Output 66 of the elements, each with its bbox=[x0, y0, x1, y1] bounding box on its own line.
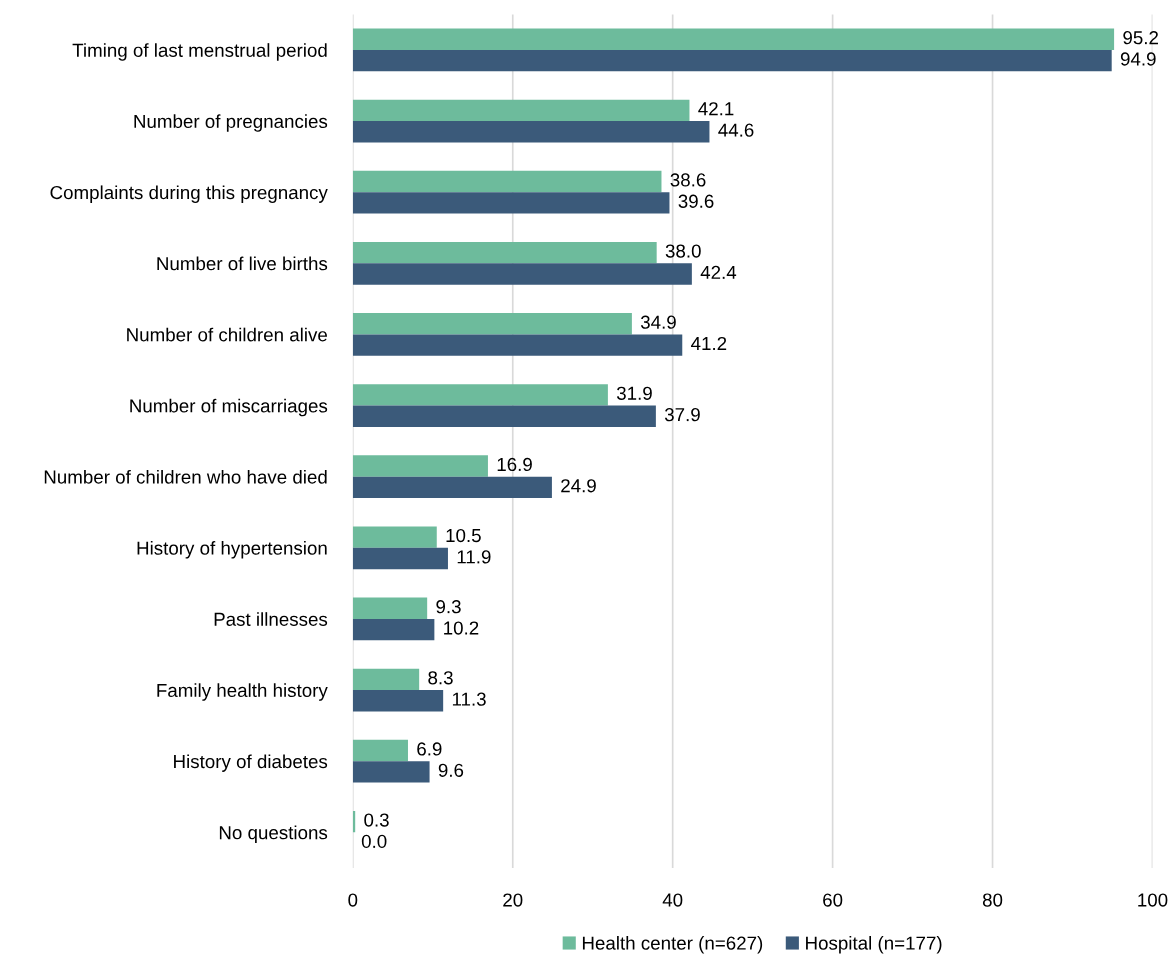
data-label: 44.6 bbox=[718, 123, 754, 137]
bar bbox=[352, 263, 692, 285]
data-label: 42.1 bbox=[698, 102, 734, 116]
data-label: 31.9 bbox=[616, 386, 652, 400]
data-label: 41.2 bbox=[691, 336, 727, 350]
bar bbox=[352, 192, 670, 214]
y-tick-label: History of diabetes bbox=[174, 754, 328, 772]
y-tick-label: Number of children alive bbox=[127, 327, 327, 342]
data-label: 0.3 bbox=[364, 813, 389, 827]
y-tick-label: Family health history bbox=[157, 683, 328, 701]
data-label: 11.3 bbox=[452, 692, 486, 706]
y-tick-label: Timing of last menstrual period bbox=[72, 43, 327, 61]
bar bbox=[352, 668, 420, 691]
y-tick-label: Number of children who have died bbox=[44, 469, 327, 484]
bar bbox=[352, 313, 632, 335]
bar bbox=[352, 597, 428, 619]
bar bbox=[352, 690, 444, 712]
data-label: 39.6 bbox=[678, 194, 714, 208]
data-label: 6.9 bbox=[417, 742, 442, 756]
data-label: 94.9 bbox=[1120, 52, 1156, 66]
data-label: 42.4 bbox=[700, 265, 737, 279]
data-label: 10.2 bbox=[444, 621, 479, 635]
data-label: 11.9 bbox=[457, 550, 491, 564]
data-label: 38.6 bbox=[670, 173, 706, 187]
bar bbox=[352, 476, 552, 499]
bar bbox=[352, 99, 690, 122]
y-tick-label: Number of live births bbox=[157, 256, 328, 271]
bar bbox=[352, 121, 710, 143]
x-tick-label: 0 bbox=[348, 893, 358, 907]
bar bbox=[352, 384, 608, 406]
data-label: 16.9 bbox=[497, 457, 532, 472]
x-tick-label: 100 bbox=[1138, 893, 1168, 907]
bar bbox=[352, 739, 408, 762]
bar bbox=[352, 241, 657, 264]
y-tick-label: Past illnesses bbox=[214, 612, 328, 626]
data-label: 9.6 bbox=[438, 763, 464, 777]
y-tick-label: Number of miscarriages bbox=[130, 398, 328, 417]
bar bbox=[352, 547, 448, 570]
bar bbox=[352, 49, 1112, 72]
bar bbox=[352, 170, 662, 193]
x-tick-label: 60 bbox=[823, 893, 843, 907]
x-tick-label: 40 bbox=[662, 893, 683, 907]
x-tick-label: 20 bbox=[503, 893, 523, 907]
bar bbox=[352, 618, 435, 641]
data-label: 95.2 bbox=[1123, 31, 1158, 45]
y-tick-label: No questions bbox=[219, 825, 328, 844]
bar bbox=[352, 28, 1115, 50]
legend-label: Health center (n=627) bbox=[582, 935, 763, 954]
bar bbox=[352, 405, 656, 427]
data-label: 34.9 bbox=[640, 315, 676, 329]
data-label: 0.0 bbox=[361, 834, 387, 849]
data-label: 9.3 bbox=[436, 600, 461, 614]
bar bbox=[352, 526, 437, 548]
bar bbox=[352, 334, 683, 356]
y-tick-label: Number of pregnancies bbox=[134, 114, 328, 132]
data-label: 24.9 bbox=[561, 479, 596, 493]
data-label: 37.9 bbox=[664, 408, 700, 422]
data-label: 38.0 bbox=[665, 244, 701, 258]
y-tick-label: Complaints during this pregnancy bbox=[50, 185, 328, 203]
y-tick-label: History of hypertension bbox=[137, 541, 327, 559]
bar bbox=[352, 761, 430, 783]
legend-label: Hospital (n=177) bbox=[806, 935, 942, 954]
bar bbox=[352, 455, 488, 477]
x-tick-label: 80 bbox=[982, 893, 1003, 907]
data-label: 8.3 bbox=[428, 671, 453, 685]
data-label: 10.5 bbox=[446, 528, 481, 543]
